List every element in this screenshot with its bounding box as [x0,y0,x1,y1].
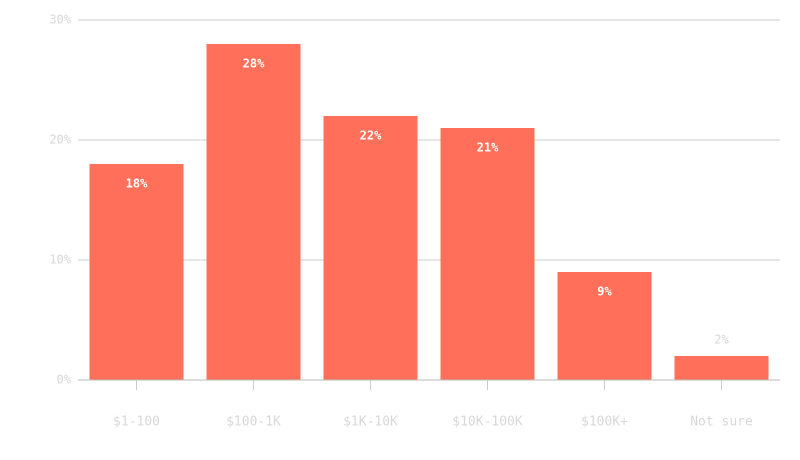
x-tick-label: $100-1K [226,415,281,430]
x-tick-label: $1K-10K [343,415,398,430]
y-tick-label: 10% [49,253,71,267]
x-tick-label: $100K+ [581,415,628,430]
y-tick-label: 30% [49,13,71,27]
value-label: 9% [597,285,612,299]
bar [323,116,418,380]
x-tick-label: $1-100 [113,415,160,430]
x-tick-label: $10K-100K [452,415,523,430]
value-label: 18% [126,177,148,191]
value-label: 28% [243,57,265,71]
bar [674,356,769,380]
bar [557,272,652,380]
y-tick-label: 0% [57,373,72,387]
bar [206,44,301,380]
value-label: 21% [477,141,499,155]
value-label: 22% [360,129,382,143]
y-tick-label: 20% [49,133,71,147]
value-label: 2% [714,333,729,347]
x-tick-label: Not sure [690,415,753,430]
bar [89,164,184,380]
bar [440,128,535,380]
